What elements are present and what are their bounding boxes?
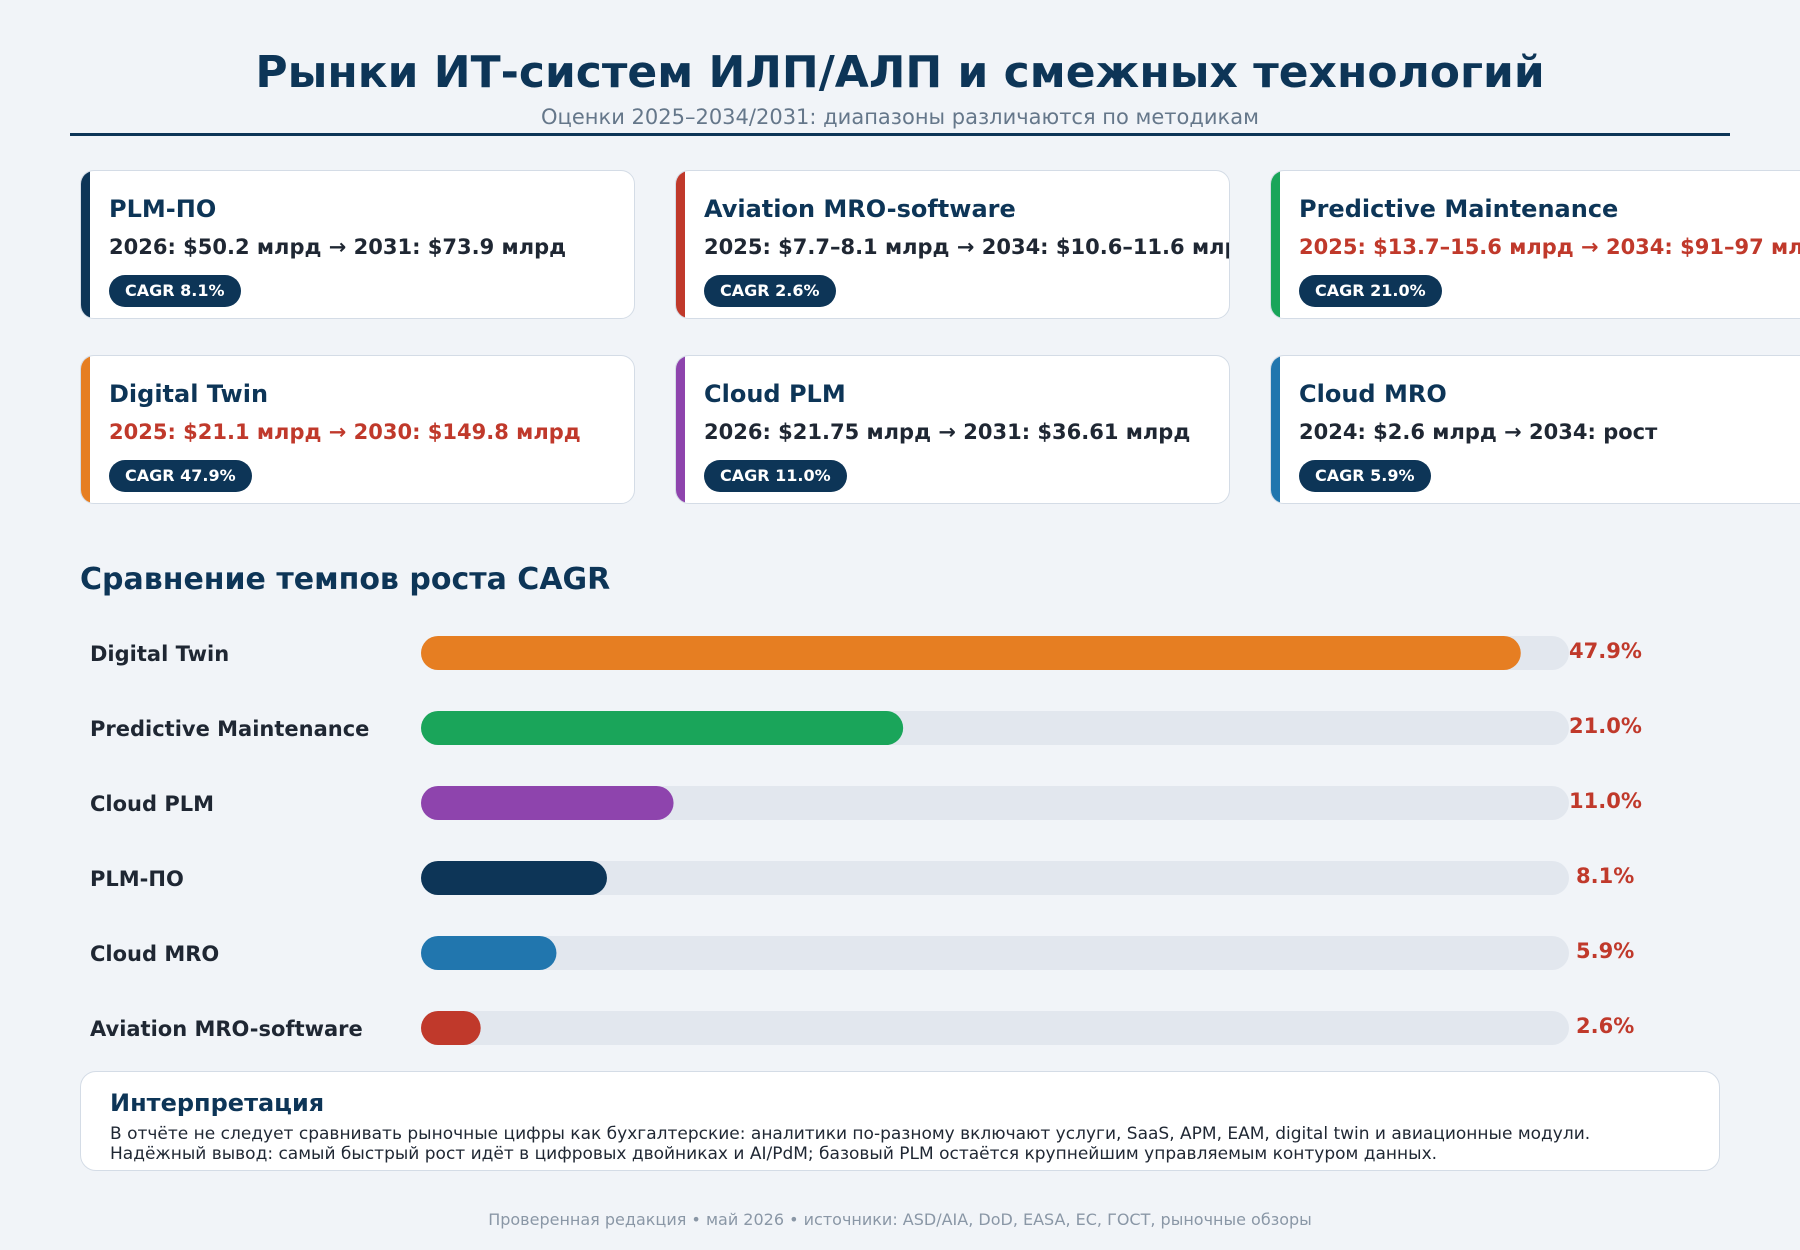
bar [421, 1011, 481, 1045]
bar [421, 861, 607, 895]
card-value: 2026: $50.2 млрд → 2031: $73.9 млрд [109, 235, 567, 259]
card-value: 2026: $21.75 млрд → 2031: $36.61 млрд [704, 420, 1191, 444]
interpretation-line: В отчёте не следует сравнивать рыночные … [110, 1124, 1591, 1144]
cagr-badge: CAGR 8.1% [109, 275, 241, 307]
card-title: PLM-ПО [109, 195, 217, 223]
card-value: 2025: $21.1 млрд → 2030: $149.8 млрд [109, 420, 581, 444]
cagr-badge: CAGR 11.0% [704, 460, 847, 492]
bar-track [421, 861, 1569, 895]
card-plm: PLM-ПО 2026: $50.2 млрд → 2031: $73.9 мл… [80, 170, 635, 319]
cagr-badge: CAGR 2.6% [704, 275, 836, 307]
bar-value-label: 47.9% [1569, 639, 1642, 663]
card-title: Aviation MRO-software [704, 195, 1016, 223]
bar-value-label: 2.6% [1576, 1014, 1635, 1038]
bar-category-label: Predictive Maintenance [90, 717, 370, 741]
interpretation-box: Интерпретация В отчёте не следует сравни… [80, 1071, 1720, 1171]
bar [421, 786, 674, 820]
bar-category-label: Cloud PLM [90, 792, 215, 816]
card-cloud-plm: Cloud PLM 2026: $21.75 млрд → 2031: $36.… [675, 355, 1230, 504]
page-header: Рынки ИТ-систем ИЛП/АЛП и смежных технол… [0, 42, 1800, 130]
bar-value-label: 21.0% [1569, 714, 1642, 738]
card-accent [676, 171, 685, 318]
card-aviation-mro: Aviation MRO-software 2025: $7.7–8.1 млр… [675, 170, 1230, 319]
bar-track [421, 1011, 1569, 1045]
bar-category-label: Digital Twin [90, 642, 230, 666]
cagr-badge: CAGR 21.0% [1299, 275, 1442, 307]
card-value: 2024: $2.6 млрд → 2034: рост [1299, 420, 1658, 444]
card-accent [81, 356, 90, 503]
card-title: Cloud MRO [1299, 380, 1447, 408]
bar-category-label: PLM-ПО [90, 867, 184, 891]
card-digital-twin: Digital Twin 2025: $21.1 млрд → 2030: $1… [80, 355, 635, 504]
bar-track [421, 936, 1569, 970]
page-title: Рынки ИТ-систем ИЛП/АЛП и смежных технол… [255, 47, 1545, 98]
interpretation-line: Надёжный вывод: самый быстрый рост идёт … [110, 1144, 1438, 1164]
bar [421, 636, 1521, 670]
card-value: 2025: $7.7–8.1 млрд → 2034: $10.6–11.6 м… [704, 235, 1230, 259]
cagr-badge: CAGR 5.9% [1299, 460, 1431, 492]
bar-category-label: Cloud MRO [90, 942, 220, 966]
interpretation-text: В отчёте не следует сравнивать рыночные … [110, 1124, 1710, 1164]
page-subtitle: Оценки 2025–2034/2031: диапазоны различа… [541, 105, 1259, 129]
card-accent [1271, 171, 1280, 318]
bar-track [421, 636, 1569, 670]
card-title: Predictive Maintenance [1299, 195, 1619, 223]
cagr-badge: CAGR 47.9% [109, 460, 252, 492]
card-accent [81, 171, 90, 318]
bar-track [421, 711, 1569, 745]
card-cloud-mro: Cloud MRO 2024: $2.6 млрд → 2034: рост C… [1270, 355, 1800, 504]
card-predictive-maintenance: Predictive Maintenance 2025: $13.7–15.6 … [1270, 170, 1800, 319]
bar-track [421, 786, 1569, 820]
interpretation-title: Интерпретация [110, 1089, 325, 1117]
card-accent [1271, 356, 1280, 503]
card-title: Digital Twin [109, 380, 269, 408]
card-accent [676, 356, 685, 503]
header-divider [70, 133, 1730, 136]
bar [421, 936, 557, 970]
bar-category-label: Aviation MRO-software [90, 1017, 363, 1041]
footer-note: Проверенная редакция • май 2026 • источн… [488, 1210, 1312, 1229]
bar-value-label: 5.9% [1576, 939, 1635, 963]
bar [421, 711, 904, 745]
bar-value-label: 8.1% [1576, 864, 1635, 888]
card-title: Cloud PLM [704, 380, 846, 408]
card-value: 2025: $13.7–15.6 млрд → 2034: $91–97 млр… [1299, 235, 1800, 259]
bar-value-label: 11.0% [1569, 789, 1642, 813]
chart-title: Сравнение темпов роста CAGR [80, 562, 611, 597]
